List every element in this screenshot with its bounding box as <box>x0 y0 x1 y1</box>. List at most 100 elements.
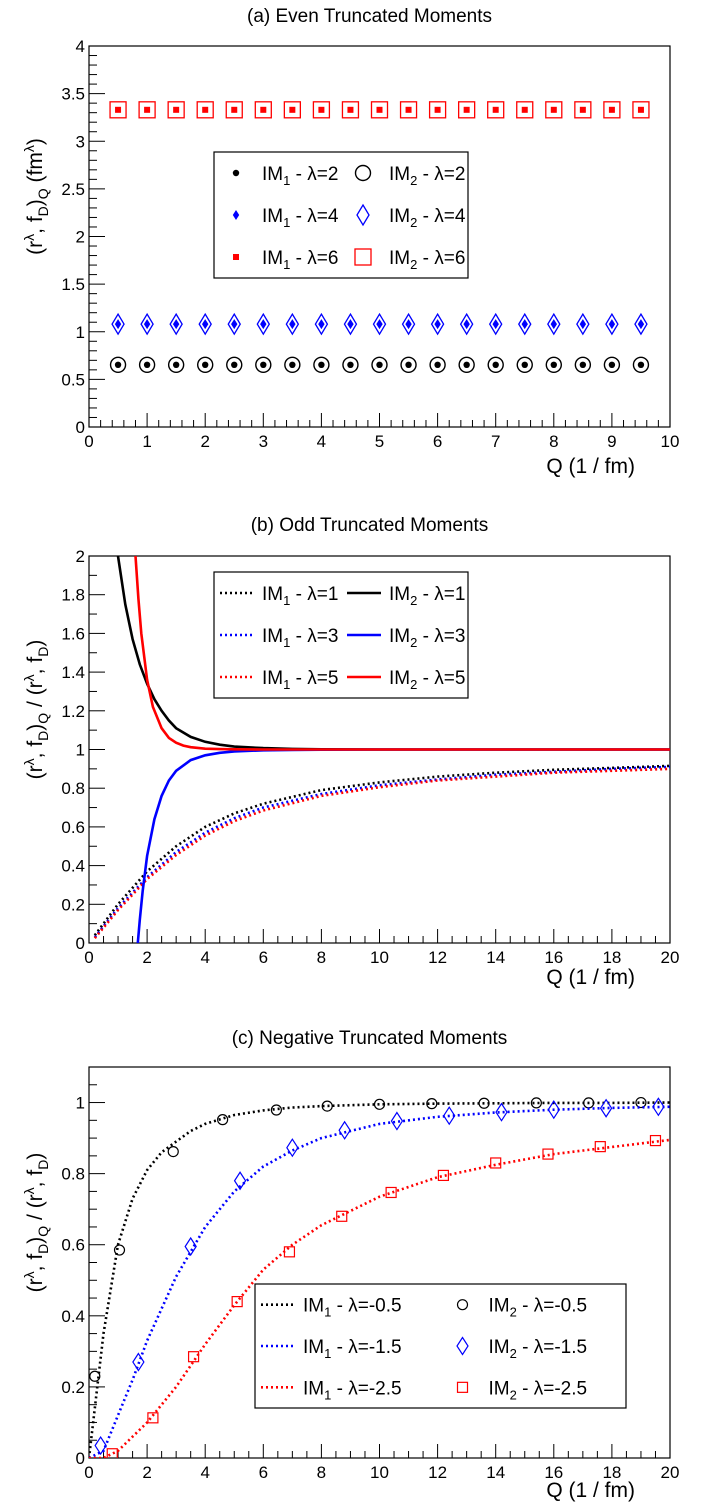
x-tick-label: 7 <box>491 432 500 451</box>
data-point <box>430 312 445 336</box>
legend: IM1 - λ=-0.5 IM1 - λ=-1.5 IM1 - λ=-2.5 IM2 … <box>254 1283 627 1409</box>
x-tick-label: 2 <box>142 1463 151 1482</box>
y-axis-title: (rλ, fD)Q / (rλ, fD) <box>21 1153 51 1293</box>
data-point <box>226 356 243 374</box>
data-point <box>109 101 127 119</box>
data-point <box>285 312 300 336</box>
series-line <box>89 1105 670 1458</box>
data-point <box>231 361 238 369</box>
data-point <box>372 312 387 336</box>
data-point <box>516 101 534 119</box>
data-point <box>428 101 447 119</box>
series-im1-5 <box>93 767 670 940</box>
data-point <box>341 101 360 119</box>
data-point <box>283 101 302 119</box>
data-point <box>318 361 325 369</box>
x-tick-label: 3 <box>259 432 268 451</box>
series-line <box>136 748 670 943</box>
data-point <box>289 319 296 330</box>
data-point <box>635 1096 647 1109</box>
legend-item: IM1 - λ=-1.5 <box>261 1337 402 1361</box>
legend-marker <box>456 1299 469 1311</box>
y-tick-label: 1 <box>76 741 85 760</box>
legend: IM1 - λ=2 IM1 - λ=4 IM1 - λ=6 IM2 - λ=2 IM2 … <box>213 151 469 279</box>
data-point <box>605 312 619 336</box>
data-point <box>286 1138 299 1158</box>
legend-label: IM2 - λ=-2.5 <box>489 1378 588 1402</box>
x-tick-label: 0 <box>84 1463 93 1482</box>
data-point <box>255 356 272 374</box>
data-point <box>113 1244 126 1256</box>
data-point <box>457 101 476 119</box>
data-point <box>637 319 645 330</box>
data-point <box>478 1097 490 1109</box>
data-point <box>434 106 441 113</box>
data-point <box>184 1236 197 1257</box>
legend-label: IM2 - λ=4 <box>389 206 466 230</box>
legend-label: IM2 - λ=-0.5 <box>489 1296 588 1320</box>
legend-item: IM2 - λ=2 <box>354 164 465 188</box>
data-point <box>463 106 470 113</box>
data-point <box>576 312 590 336</box>
data-point <box>289 361 296 369</box>
data-point <box>487 101 505 119</box>
legend-label: IM1 - λ=5 <box>262 668 338 692</box>
y-tick-label: 0.5 <box>61 370 85 389</box>
data-point <box>603 356 621 374</box>
data-point <box>579 361 587 369</box>
series-line <box>93 767 670 940</box>
data-point <box>172 319 180 330</box>
legend-label: IM1 - λ=-1.5 <box>303 1337 402 1361</box>
series-im2-2-5 <box>106 1134 662 1458</box>
data-point <box>637 361 645 369</box>
y-tick-label: 0 <box>76 1449 85 1468</box>
legend-item: IM2 - λ=4 <box>356 203 466 230</box>
data-point <box>289 106 296 113</box>
x-tick-label: 9 <box>607 432 616 451</box>
data-point <box>143 319 151 330</box>
data-point <box>312 101 331 119</box>
x-tick-label: 6 <box>259 1463 268 1482</box>
data-point <box>336 1210 348 1222</box>
data-point <box>488 312 503 336</box>
data-point <box>463 319 470 330</box>
legend-label: IM1 - λ=6 <box>262 248 338 272</box>
legend-box <box>213 571 469 699</box>
data-point <box>434 319 441 330</box>
y-axis-title: (rλ, fD)Q / (rλ, fD) <box>21 640 51 780</box>
legend-label: IM2 - λ=1 <box>389 584 465 608</box>
y-tick-label: 2 <box>76 228 85 247</box>
data-point <box>547 312 561 336</box>
data-point <box>530 1097 542 1109</box>
data-point <box>167 356 185 374</box>
series-line <box>89 1138 670 1458</box>
data-point <box>437 1169 450 1182</box>
data-point <box>405 106 412 113</box>
data-point <box>284 356 301 374</box>
x-tick-label: 14 <box>486 1463 505 1482</box>
data-point <box>492 106 499 113</box>
data-point <box>314 312 329 336</box>
legend-item: IM1 - λ=-2.5 <box>261 1378 402 1402</box>
data-point <box>521 319 528 330</box>
data-point <box>144 106 151 113</box>
data-point <box>632 101 650 119</box>
data-point <box>231 106 238 113</box>
data-point <box>550 319 557 330</box>
data-point <box>231 1295 243 1308</box>
data-point <box>376 106 383 113</box>
data-point <box>574 101 592 119</box>
series-im1-1-5 <box>89 1105 670 1458</box>
x-axis-title: Q (1 / fm) <box>546 1479 635 1502</box>
data-point <box>172 361 180 369</box>
data-point <box>521 361 528 369</box>
y-tick-label: 1.6 <box>61 624 85 643</box>
legend-item: IM2 - λ=-0.5 <box>456 1296 588 1320</box>
legend-label: IM2 - λ=3 <box>389 626 465 650</box>
series-im1-1 <box>93 764 670 937</box>
x-tick-label: 8 <box>317 1463 326 1482</box>
data-point <box>390 1111 404 1131</box>
x-axis-title: Q (1 / fm) <box>546 455 635 478</box>
series-im1-2 <box>114 361 645 369</box>
